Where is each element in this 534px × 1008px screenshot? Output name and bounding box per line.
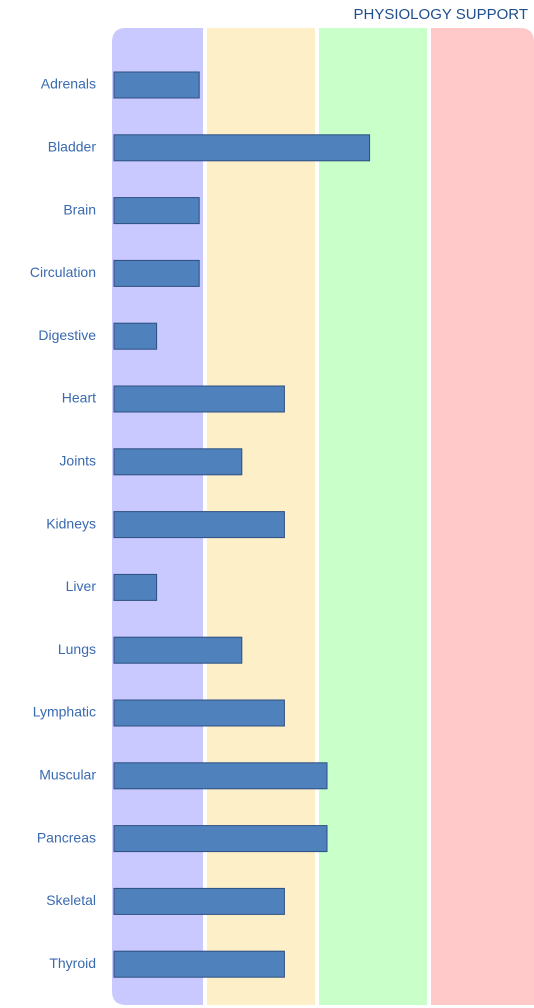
y-tick-label: Muscular — [39, 767, 96, 783]
bar — [113, 762, 328, 790]
bar — [113, 197, 200, 225]
band-red — [431, 28, 534, 1005]
bar — [113, 573, 158, 601]
y-tick-label: Lymphatic — [33, 704, 96, 720]
y-tick-label: Thyroid — [49, 955, 96, 971]
y-tick-label: Heart — [62, 390, 96, 406]
y-tick-label: Joints — [59, 453, 96, 469]
y-tick-label: Pancreas — [37, 829, 96, 845]
y-tick-label: Kidneys — [46, 515, 96, 531]
bar — [113, 511, 285, 539]
y-tick-label: Circulation — [30, 264, 96, 280]
bar — [113, 825, 328, 853]
y-tick-label: Digestive — [38, 327, 96, 343]
chart-title: PHYSIOLOGY SUPPORT — [354, 6, 529, 23]
bar — [113, 699, 285, 727]
y-tick-label: Lungs — [58, 641, 96, 657]
y-tick-label: Bladder — [48, 139, 97, 155]
bar — [113, 950, 285, 978]
bar — [113, 322, 158, 350]
bar — [113, 259, 200, 287]
bar — [113, 887, 285, 915]
bar — [113, 134, 371, 162]
bar — [113, 448, 243, 476]
y-tick-label: Skeletal — [46, 892, 96, 908]
bar — [113, 71, 200, 99]
y-tick-label: Adrenals — [41, 76, 96, 92]
band-green — [319, 28, 427, 1005]
y-tick-label: Liver — [66, 578, 97, 594]
bar — [113, 385, 285, 413]
bar — [113, 636, 243, 664]
y-tick-label: Brain — [63, 201, 96, 217]
